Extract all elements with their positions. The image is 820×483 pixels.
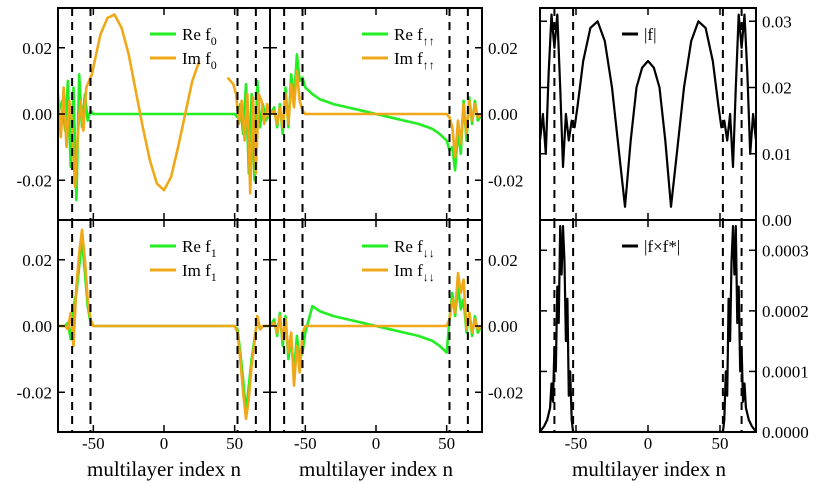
y-tick-label: 0.02 (22, 39, 52, 58)
legend-label: Im f0 (182, 49, 217, 72)
panel-abs-f: 0.00 0.01 0.02 0.03 |f| (539, 7, 792, 230)
legend-label: Re f↑↑ (394, 25, 435, 48)
series-mag (540, 13, 756, 208)
x-tick-label: -50 (565, 434, 588, 453)
x-axis-label-middle: multilayer index n (299, 457, 453, 481)
legend-subscript: 0 (211, 58, 217, 72)
y-tick-label: 0.00 (22, 317, 52, 336)
y-tick-label: -0.02 (17, 383, 52, 402)
legend-label: Im f1 (182, 261, 217, 284)
x-tick-label: 0 (644, 434, 653, 453)
x-tick-label: 0 (160, 434, 169, 453)
panel-f-downdown: -50 0 50 -0.02 0.00 0.02 Re f↓↓Im f↓↓ (269, 219, 523, 453)
legend-subscript: 1 (211, 270, 217, 284)
y-tick-label: 0.0000 (762, 423, 809, 442)
x-tick-label: -50 (294, 434, 317, 453)
plot-area (540, 13, 756, 208)
x-tick-label: 50 (226, 434, 243, 453)
y-tick-label: 0.02 (488, 39, 518, 58)
y-tick-label: -0.02 (488, 383, 523, 402)
y-tick-label: 0.0002 (762, 302, 809, 321)
plot-area (270, 271, 482, 387)
legend-subscript: 1 (211, 246, 217, 260)
legend-subscript: ↓↓ (423, 246, 435, 260)
y-tick-label: 0.00 (488, 105, 518, 124)
y-tick-label: 0.0003 (762, 241, 809, 260)
x-axis-label-left: multilayer index n (87, 457, 241, 481)
y-tick-label: 0.03 (762, 12, 792, 31)
legend-label: |f×f*| (644, 237, 680, 256)
y-tick-label: 0.0001 (762, 362, 809, 381)
plot-area (540, 225, 756, 432)
series-mag (540, 225, 756, 432)
legend-subscript: ↑↑ (423, 58, 435, 72)
y-tick-label: 0.00 (22, 105, 52, 124)
legend-label: Im f↓↓ (394, 261, 435, 284)
x-tick-label: 50 (438, 434, 455, 453)
y-tick-label: 0.00 (488, 317, 518, 336)
y-tick-label: 0.02 (762, 79, 792, 98)
legend-label: Re f1 (182, 237, 217, 260)
x-tick-label: -50 (82, 434, 105, 453)
panel-f-upup: -0.02 0.00 0.02 Re f↑↑Im f↑↑ (269, 7, 523, 221)
y-tick-label: 0.01 (762, 145, 792, 164)
y-tick-label: 0.02 (488, 251, 518, 270)
series-im (270, 271, 482, 387)
legend-subscript: 0 (211, 34, 217, 48)
legend-label: |f| (644, 25, 656, 44)
legend-subscript: ↑↑ (423, 34, 435, 48)
legend-subscript: ↓↓ (423, 270, 435, 284)
legend-label: Im f↑↑ (394, 49, 435, 72)
panel-f-cross-fstar: -50 0 50 0.0000 0.0001 0.0002 0.0003 |f×f*| (539, 219, 809, 453)
x-tick-label: 50 (712, 434, 729, 453)
y-tick-label: 0.02 (22, 251, 52, 270)
legend-label: Re f↓↓ (394, 237, 435, 260)
legend-label: Re f0 (182, 25, 217, 48)
y-tick-label: -0.02 (17, 171, 52, 190)
y-tick-label: -0.02 (488, 171, 523, 190)
series-im (58, 13, 270, 195)
x-axis-label-right: multilayer index n (572, 457, 726, 481)
x-tick-label: 0 (372, 434, 381, 453)
y-tick-label: 0.00 (762, 211, 792, 230)
